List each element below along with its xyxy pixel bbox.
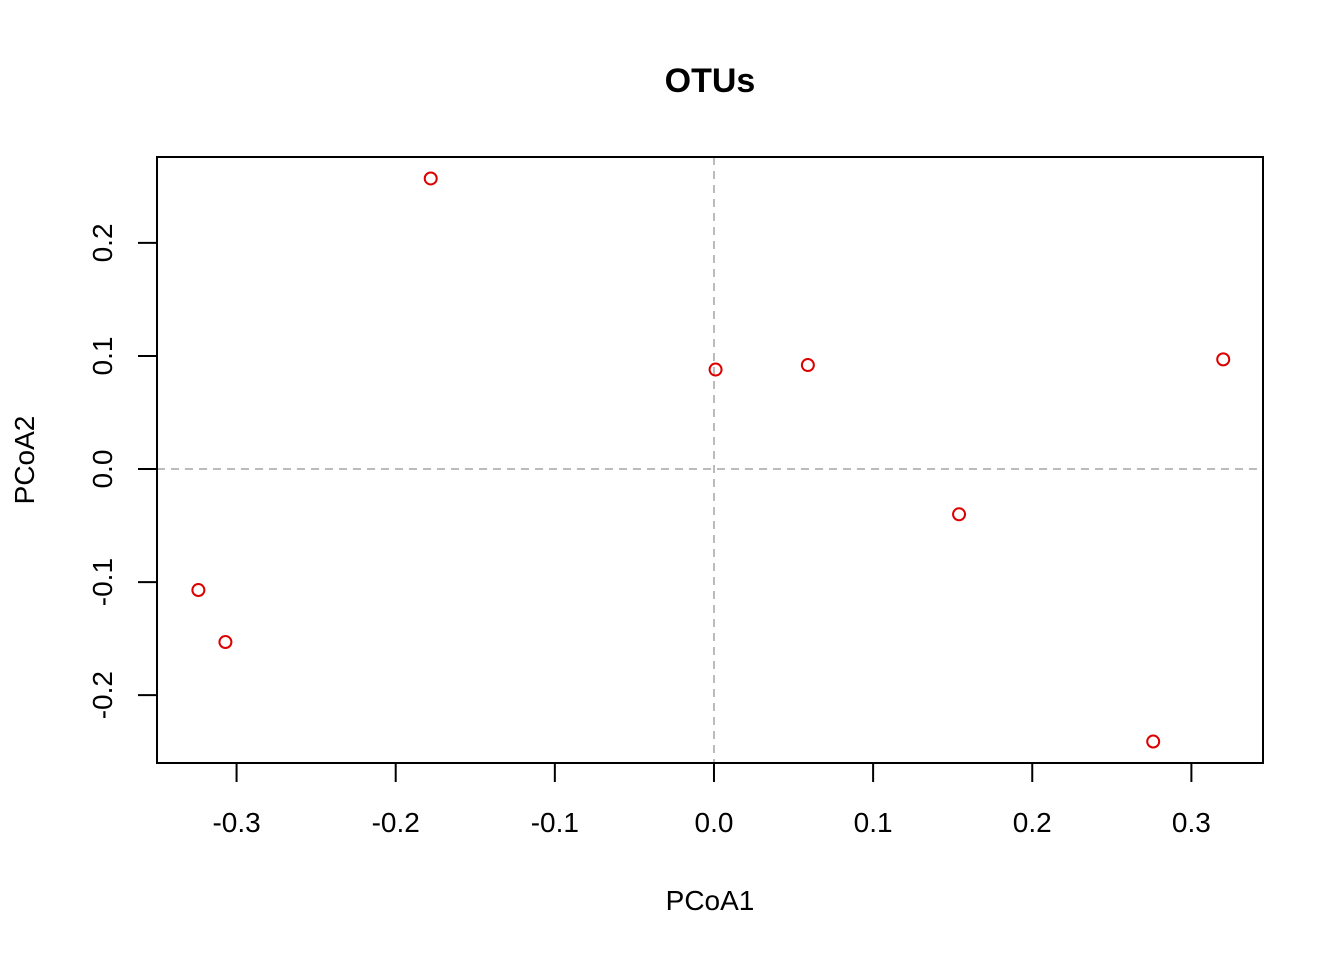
reference-lines bbox=[157, 157, 1263, 763]
x-axis-label: PCoA1 bbox=[666, 885, 755, 916]
data-points bbox=[191, 171, 1231, 749]
data-point bbox=[800, 358, 815, 373]
data-point bbox=[191, 583, 206, 598]
y-tick-label: 0.0 bbox=[87, 450, 118, 489]
x-tick-label: 0.1 bbox=[854, 807, 893, 838]
x-tick-label: -0.1 bbox=[531, 807, 579, 838]
data-point bbox=[1146, 734, 1161, 749]
y-tick-label: 0.1 bbox=[87, 337, 118, 376]
x-tick-label: -0.3 bbox=[212, 807, 260, 838]
y-tick-label: -0.2 bbox=[87, 671, 118, 719]
chart-title: OTUs bbox=[665, 62, 756, 100]
y-tick-label: 0.2 bbox=[87, 223, 118, 262]
data-point bbox=[423, 171, 438, 186]
x-tick-label: -0.2 bbox=[372, 807, 420, 838]
y-tick-label: -0.1 bbox=[87, 558, 118, 606]
y-axis: -0.2 -0.1 0.0 0.1 0.2 bbox=[87, 223, 158, 719]
data-point bbox=[218, 635, 233, 650]
y-axis-label: PCoA2 bbox=[9, 416, 40, 505]
data-point bbox=[708, 362, 723, 377]
x-tick-label: 0.0 bbox=[695, 807, 734, 838]
x-tick-label: 0.2 bbox=[1013, 807, 1052, 838]
data-point bbox=[1216, 352, 1231, 367]
x-tick-label: 0.3 bbox=[1172, 807, 1211, 838]
plot-frame bbox=[156, 156, 1264, 764]
x-axis: -0.3 -0.2 -0.1 0.0 0.1 0.2 0.3 bbox=[212, 762, 1211, 838]
data-point bbox=[952, 507, 967, 522]
